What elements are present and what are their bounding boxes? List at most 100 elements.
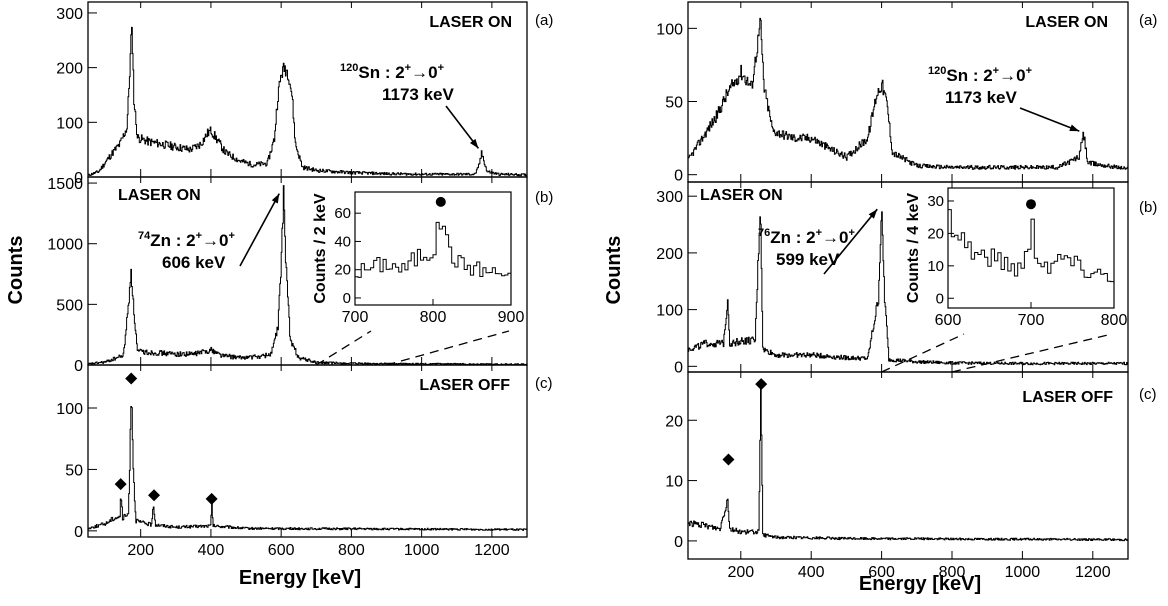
y-tick-label: 0 (74, 358, 83, 375)
inset-x-tick-label: 700 (1018, 312, 1045, 329)
annotation-arrow-b (239, 193, 280, 267)
diamond-marker-1 (755, 378, 768, 391)
zoom-line-left (315, 330, 372, 366)
arrow-head (1069, 124, 1080, 132)
peak-annotation-a: 120Sn : 2+→0+ (928, 65, 1032, 85)
panel-tag-a: (a) (1139, 12, 1157, 29)
zoom-line-left (881, 333, 965, 373)
inset-x-tick-label: 700 (342, 309, 369, 326)
y-tick-label: 200 (56, 61, 83, 78)
diamond-marker-3 (205, 492, 218, 505)
inset-x-tick-label: 600 (935, 312, 962, 329)
spectrum-0-c (88, 406, 528, 531)
inset-y-tick-label: 30 (927, 193, 944, 210)
x-axis-label: Energy [keV] (859, 573, 981, 595)
panel-label-b: LASER ON (118, 187, 201, 204)
arrow-head (469, 138, 479, 149)
x-axis-label: Energy [keV] (239, 567, 361, 589)
y-tick-label: 0 (674, 534, 683, 551)
inset-frame-0 (354, 191, 512, 306)
panel-tag-a: (a) (535, 12, 553, 29)
y-tick-label: 200 (656, 246, 683, 263)
y-tick-label: 20 (665, 413, 683, 430)
y-axis-label: Counts (603, 236, 625, 305)
panel-label-a: LASER ON (1025, 14, 1108, 31)
inset-y-tick-label: 60 (334, 205, 351, 222)
spectrum-1-a (688, 17, 1129, 170)
x-tick-label: 600 (268, 542, 295, 559)
y-tick-label: 500 (56, 297, 83, 314)
peak-energy-a: 1173 keV (945, 88, 1018, 107)
x-tick-label: 1200 (1075, 564, 1111, 581)
x-tick-label: 400 (798, 564, 825, 581)
spectrum-1-b (688, 211, 1129, 366)
arrow-head (868, 209, 878, 219)
y-axis-label: Counts (5, 236, 27, 305)
inset-x-tick-label: 900 (498, 309, 525, 326)
inset-y-tick-label: 10 (927, 258, 944, 275)
zoom-line-right (386, 330, 510, 366)
inset-y-tick-label: 0 (936, 290, 944, 307)
inset-y-tick-label: 0 (343, 290, 351, 307)
annotation-arrow-b (823, 208, 878, 275)
inset-peak-marker (435, 196, 446, 207)
peak-annotation-b: 74Zn : 2+→0+ (138, 230, 235, 250)
y-tick-label: 100 (56, 401, 83, 418)
peak-annotation-b: 76Zn : 2+→0+ (758, 227, 855, 247)
y-tick-label: 300 (56, 6, 83, 23)
spectrum-0-b (88, 185, 528, 366)
x-tick-label: 200 (127, 542, 154, 559)
x-tick-label: 400 (198, 542, 225, 559)
x-tick-label: 1200 (474, 542, 510, 559)
y-tick-label: 0 (674, 168, 683, 185)
inset-y-tick-label: 40 (334, 233, 351, 250)
panel-label-c: LASER OFF (419, 377, 510, 394)
x-tick-label: 800 (338, 542, 365, 559)
panel-tag-c: (c) (1139, 386, 1157, 403)
peak-energy-b: 599 keV (776, 250, 840, 269)
x-tick-label: 600 (868, 564, 895, 581)
panel-label-c: LASER OFF (1022, 389, 1113, 406)
diamond-marker-2 (148, 489, 161, 502)
y-tick-label: 100 (656, 303, 683, 320)
y-tick-label: 300 (656, 189, 683, 206)
panel-label-b: LASER ON (700, 187, 783, 204)
inset-peak-marker (1026, 199, 1036, 210)
y-tick-label: 100 (56, 115, 83, 132)
inset-y-tick-label: 20 (927, 225, 944, 242)
panel-tag-b: (b) (1139, 199, 1157, 216)
y-tick-label: 0 (674, 359, 683, 376)
y-tick-label: 10 (665, 474, 683, 491)
spectrum-1-c (688, 387, 1129, 542)
x-tick-label: 200 (727, 564, 754, 581)
inset-x-tick-label: 800 (420, 309, 447, 326)
peak-annotation-a: 120Sn : 2+→0+ (340, 62, 444, 82)
zoom-line-right (951, 333, 1113, 373)
arrow-head (271, 193, 280, 204)
inset-y-tick-label: 20 (334, 262, 351, 279)
panel-label-a: LASER ON (429, 14, 512, 31)
x-tick-label: 800 (939, 564, 966, 581)
y-tick-label: 0 (74, 170, 83, 187)
x-tick-label: 1000 (1005, 564, 1041, 581)
peak-energy-b: 606 keV (162, 253, 226, 272)
peak-energy-a: 1173 keV (382, 85, 455, 104)
annotation-arrow-a (1019, 107, 1080, 132)
inset-spectrum-0 (355, 221, 512, 278)
diamond-marker-0 (114, 478, 127, 491)
y-tick-label: 50 (665, 95, 683, 112)
inset-y-axis-label: Counts / 2 keV (312, 193, 329, 304)
panel-tag-c: (c) (535, 375, 553, 392)
diamond-marker-1 (125, 372, 138, 385)
panel-tag-b: (b) (535, 189, 553, 206)
inset-spectrum-1 (948, 209, 1115, 283)
inset-x-tick-label: 800 (1101, 312, 1128, 329)
panel-frame-1-c (687, 371, 1129, 560)
y-tick-label: 1000 (47, 237, 83, 254)
panel-frame-0-c (87, 364, 528, 538)
inset-y-axis-label: Counts / 4 keV (905, 193, 922, 304)
diamond-marker-0 (722, 453, 735, 466)
x-tick-label: 1000 (404, 542, 440, 559)
y-tick-label: 1500 (47, 176, 83, 193)
